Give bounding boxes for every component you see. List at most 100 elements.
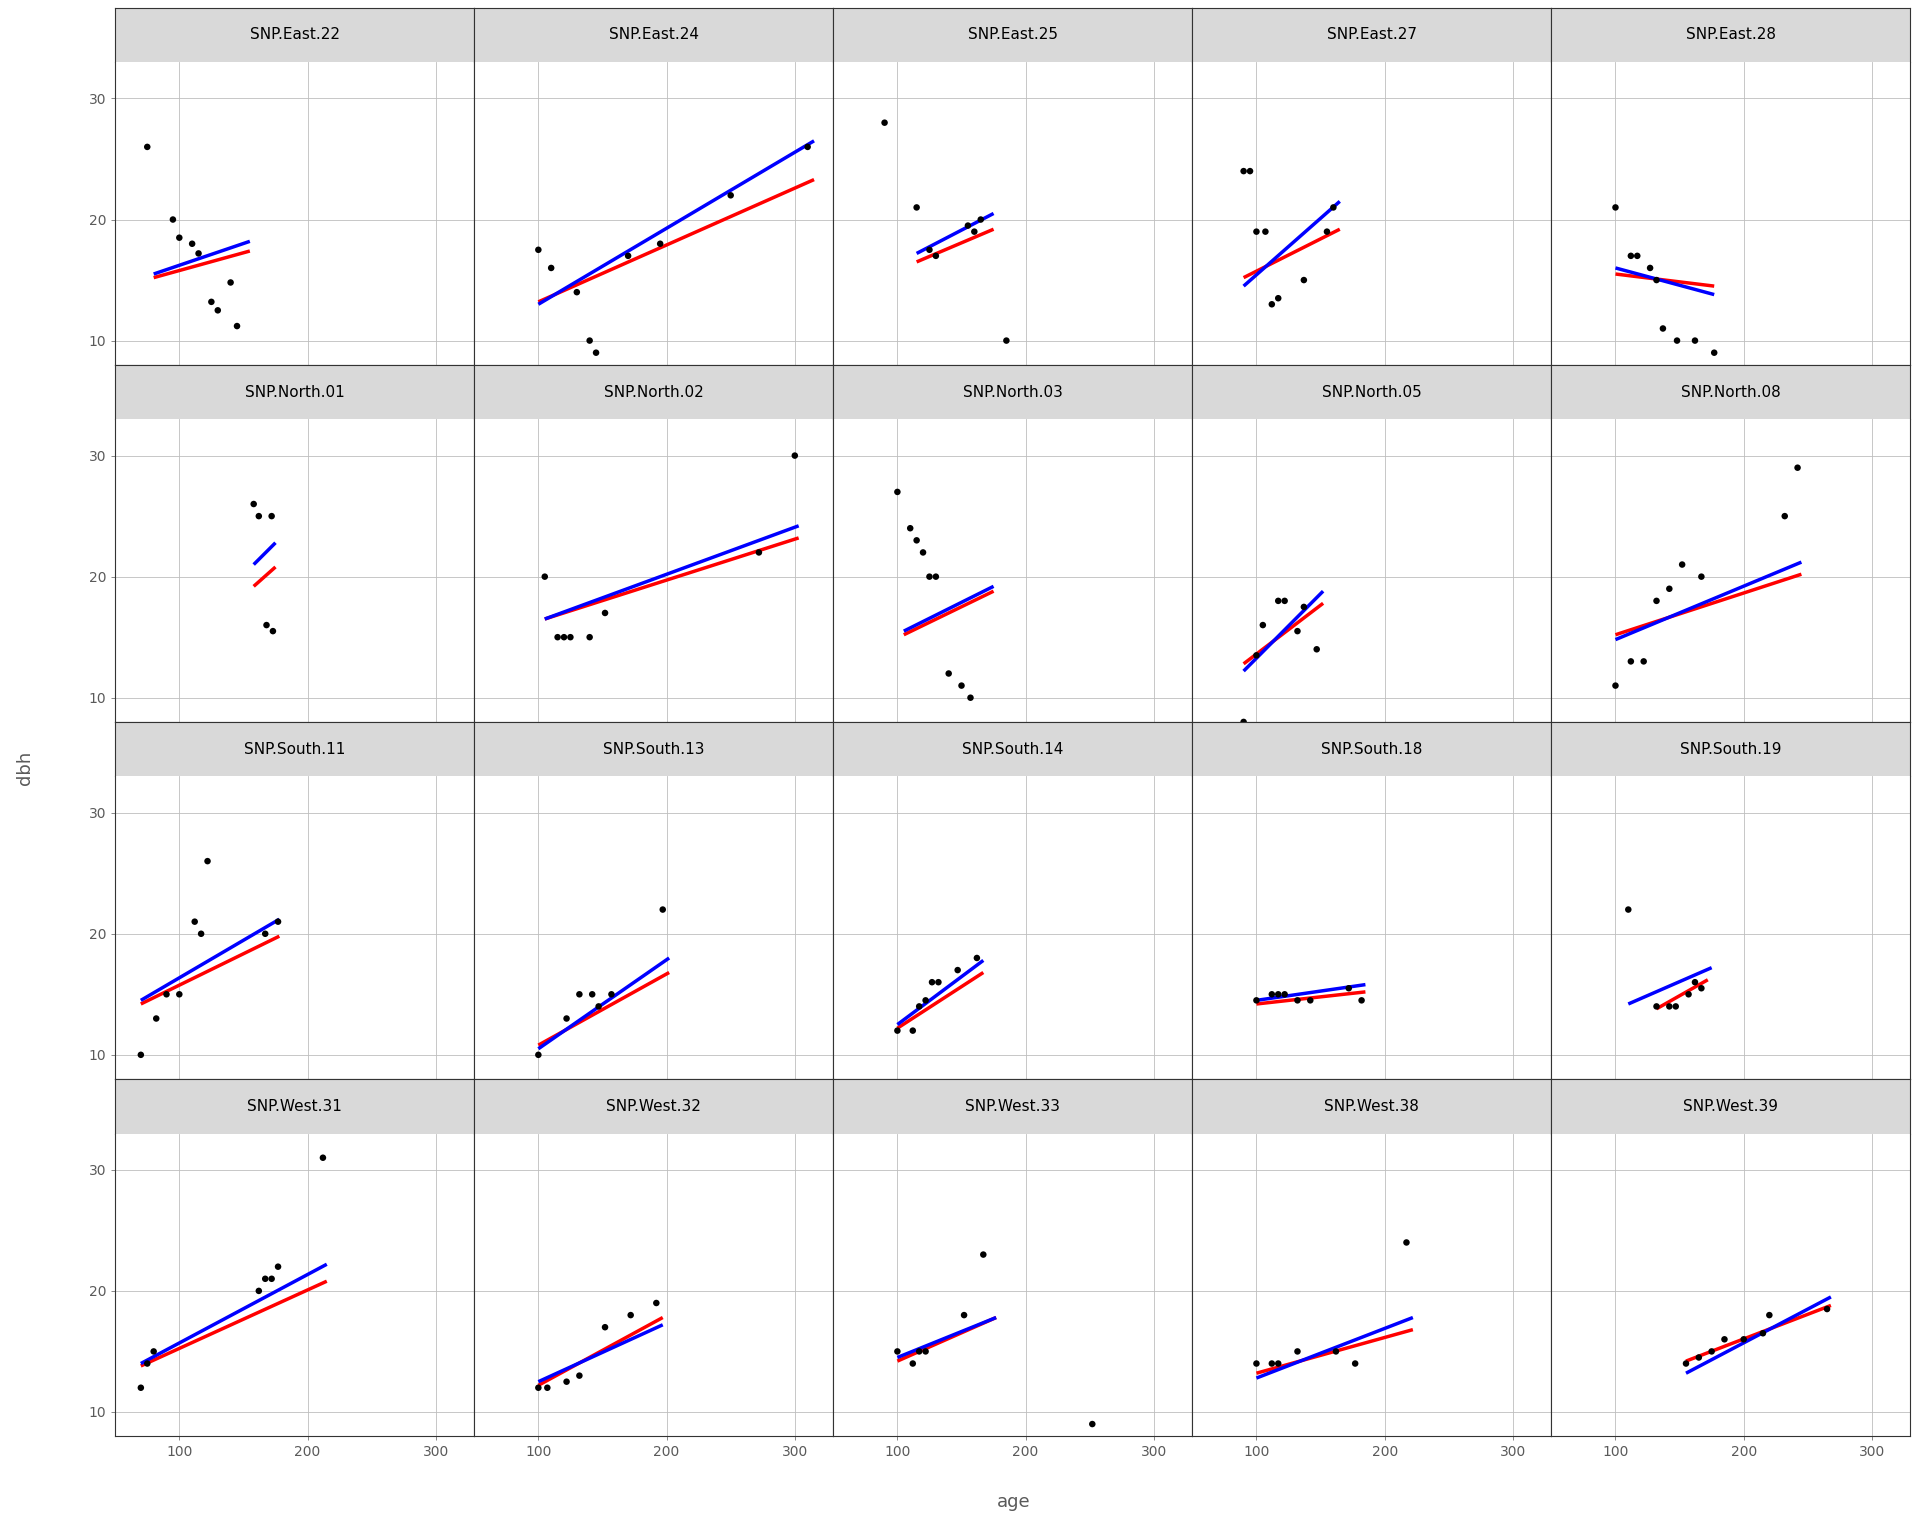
Point <box>140 1006 171 1031</box>
Point <box>584 994 614 1018</box>
Point <box>1642 588 1672 613</box>
Point <box>132 135 163 160</box>
Point <box>1615 650 1645 674</box>
Point <box>1288 267 1319 292</box>
Point <box>250 1267 280 1292</box>
Point <box>541 625 572 650</box>
Point <box>1263 286 1294 310</box>
Point <box>920 564 950 588</box>
Point <box>1613 897 1644 922</box>
Point <box>1728 1327 1759 1352</box>
Text: SNP.West.39: SNP.West.39 <box>1684 1098 1778 1114</box>
Point <box>182 241 213 266</box>
Point <box>522 1043 553 1068</box>
Text: SNP.South.13: SNP.South.13 <box>603 742 705 757</box>
Point <box>1321 1339 1352 1364</box>
Point <box>1302 637 1332 662</box>
Point <box>307 1146 338 1170</box>
Text: SNP.South.11: SNP.South.11 <box>244 742 346 757</box>
Point <box>897 1018 927 1043</box>
Point <box>904 994 935 1018</box>
Point <box>1263 982 1294 1006</box>
Point <box>910 1339 941 1364</box>
Point <box>252 613 282 637</box>
Point <box>1240 644 1271 668</box>
Point <box>255 504 286 528</box>
Text: SNP.East.28: SNP.East.28 <box>1686 28 1776 43</box>
Point <box>1653 576 1684 601</box>
Text: SNP.North.01: SNP.North.01 <box>246 384 344 399</box>
Point <box>536 255 566 280</box>
Point <box>1229 158 1260 183</box>
Text: SNP.West.31: SNP.West.31 <box>248 1098 342 1114</box>
Point <box>257 619 288 644</box>
Point <box>250 922 280 946</box>
Point <box>743 541 774 565</box>
Text: SNP.South.18: SNP.South.18 <box>1321 742 1423 757</box>
Point <box>1680 969 1711 994</box>
Point <box>522 238 553 263</box>
Point <box>904 1339 935 1364</box>
Point <box>589 1315 620 1339</box>
Point <box>576 982 607 1006</box>
Point <box>1240 220 1271 244</box>
Point <box>647 897 678 922</box>
Point <box>914 238 945 263</box>
Point <box>574 329 605 353</box>
Point <box>1294 988 1325 1012</box>
Point <box>1077 1412 1108 1436</box>
Point <box>1599 195 1630 220</box>
Point <box>1248 613 1279 637</box>
Point <box>1250 220 1281 244</box>
Point <box>881 1018 912 1043</box>
Point <box>1699 341 1730 366</box>
Text: SNP.South.14: SNP.South.14 <box>962 742 1064 757</box>
Point <box>1709 1327 1740 1352</box>
Point <box>1770 504 1801 528</box>
Point <box>962 946 993 971</box>
Point <box>895 516 925 541</box>
Point <box>1680 329 1711 353</box>
Point <box>1283 619 1313 644</box>
Point <box>263 1255 294 1279</box>
Point <box>900 528 931 553</box>
Text: SNP.North.02: SNP.North.02 <box>605 384 703 399</box>
Point <box>561 280 591 304</box>
Point <box>943 958 973 983</box>
Text: dbh: dbh <box>15 751 35 785</box>
Point <box>966 207 996 232</box>
Point <box>1661 994 1692 1018</box>
Text: SNP.North.05: SNP.North.05 <box>1323 384 1421 399</box>
Point <box>221 313 252 338</box>
Point <box>793 135 824 160</box>
Point <box>1240 988 1271 1012</box>
Point <box>580 341 611 366</box>
Point <box>192 849 223 874</box>
Point <box>910 988 941 1012</box>
Point <box>924 969 954 994</box>
Point <box>532 1375 563 1399</box>
Point <box>215 270 246 295</box>
Point <box>555 625 586 650</box>
Point <box>933 660 964 685</box>
Point <box>255 1267 286 1292</box>
Text: SNP.East.25: SNP.East.25 <box>968 28 1058 43</box>
Point <box>1782 455 1812 479</box>
Point <box>958 220 989 244</box>
Point <box>522 1375 553 1399</box>
Point <box>1392 1230 1423 1255</box>
Point <box>1269 982 1300 1006</box>
Point <box>1283 1339 1313 1364</box>
Point <box>716 183 747 207</box>
Point <box>238 492 269 516</box>
Point <box>1667 553 1697 578</box>
Text: SNP.West.38: SNP.West.38 <box>1325 1098 1419 1114</box>
Text: age: age <box>996 1493 1031 1511</box>
Point <box>1634 255 1665 280</box>
Point <box>1240 1352 1271 1376</box>
Point <box>914 564 945 588</box>
Point <box>1615 244 1645 269</box>
Point <box>179 909 209 934</box>
Point <box>1317 195 1348 220</box>
Point <box>132 1352 163 1376</box>
